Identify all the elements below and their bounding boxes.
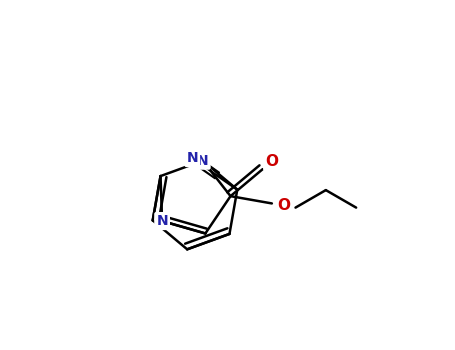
Text: O: O <box>265 154 278 169</box>
Text: N: N <box>187 151 198 165</box>
Text: O: O <box>277 198 290 213</box>
Text: N: N <box>197 154 209 168</box>
Text: N: N <box>156 214 168 228</box>
